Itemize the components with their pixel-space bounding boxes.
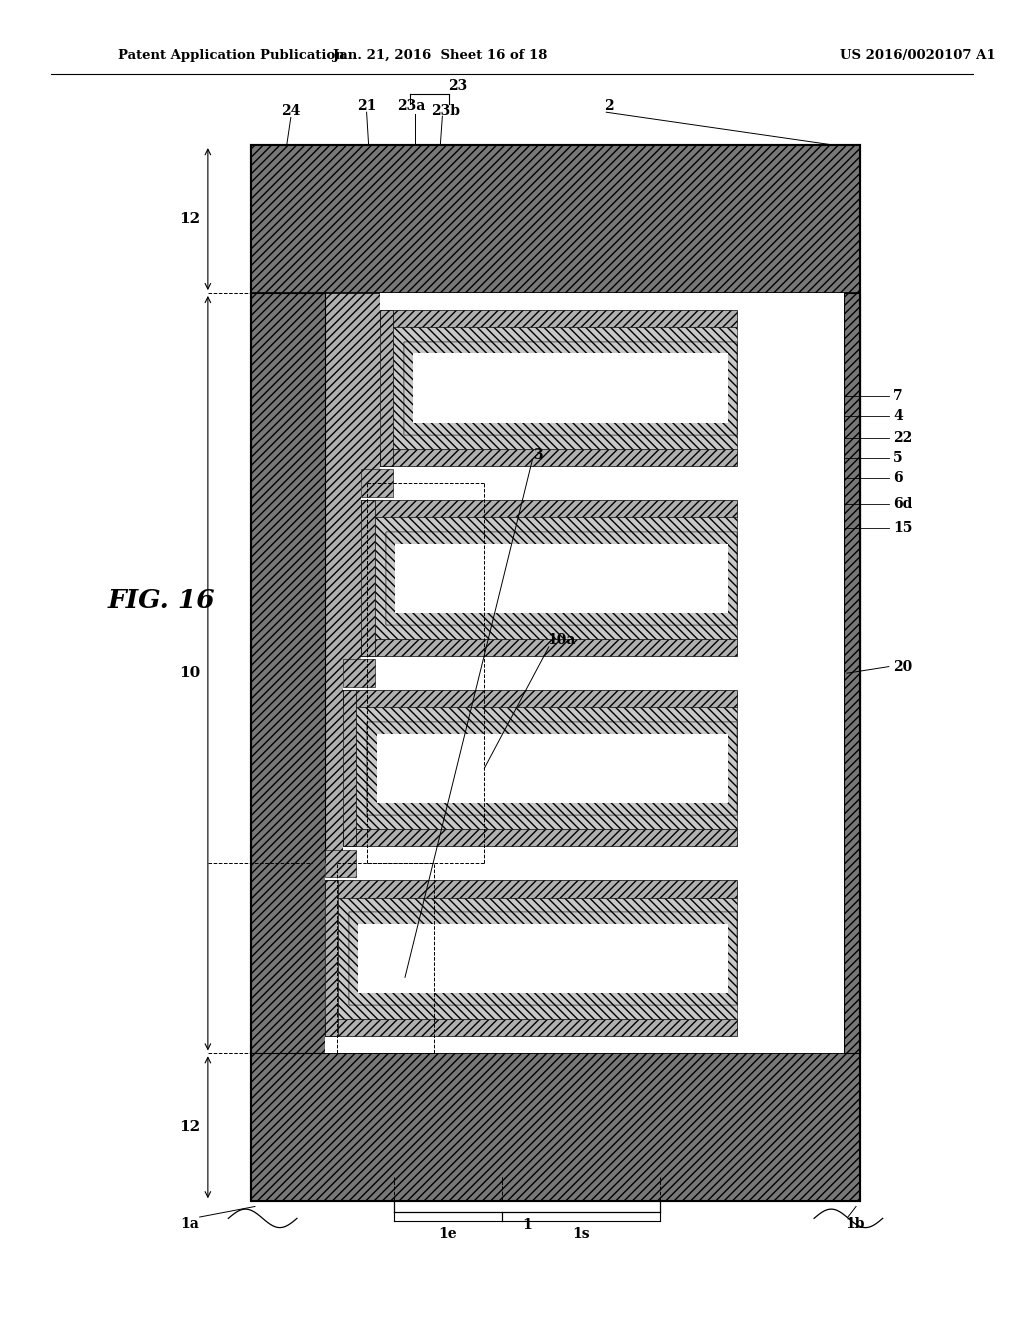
Bar: [325, 880, 338, 1036]
Bar: [386, 532, 737, 624]
Bar: [251, 145, 860, 293]
Bar: [251, 145, 860, 1201]
Bar: [380, 310, 737, 327]
Bar: [349, 912, 737, 1005]
Bar: [325, 863, 844, 1053]
Text: 2: 2: [604, 99, 614, 112]
Bar: [338, 898, 737, 1019]
Bar: [377, 734, 728, 803]
Bar: [844, 293, 860, 1053]
Bar: [356, 708, 737, 829]
Bar: [368, 722, 737, 814]
Text: 23b: 23b: [431, 104, 460, 117]
Text: 6: 6: [893, 471, 902, 484]
Bar: [251, 1053, 860, 1201]
Bar: [343, 690, 737, 708]
Text: 12: 12: [179, 213, 200, 226]
Bar: [368, 722, 737, 814]
Bar: [380, 293, 844, 483]
Bar: [325, 880, 737, 898]
Bar: [380, 310, 393, 466]
Bar: [343, 673, 844, 863]
Text: 3: 3: [532, 449, 543, 462]
Bar: [393, 327, 737, 449]
Text: 23: 23: [449, 79, 468, 92]
Text: Patent Application Publication: Patent Application Publication: [118, 49, 344, 62]
Bar: [251, 293, 325, 1053]
Text: 23a: 23a: [397, 99, 426, 112]
Text: 15: 15: [893, 521, 912, 535]
Text: 5: 5: [893, 451, 902, 465]
Text: Jan. 21, 2016  Sheet 16 of 18: Jan. 21, 2016 Sheet 16 of 18: [333, 49, 548, 62]
Bar: [343, 829, 737, 846]
Bar: [349, 912, 737, 1005]
Text: FIG. 16: FIG. 16: [108, 589, 216, 612]
Text: 12: 12: [179, 1121, 200, 1134]
Text: 10: 10: [179, 667, 200, 680]
Bar: [414, 354, 728, 422]
Bar: [375, 517, 737, 639]
Text: 6d: 6d: [893, 498, 912, 511]
Text: 22: 22: [893, 432, 912, 445]
Text: 20: 20: [893, 660, 912, 673]
Text: 1a: 1a: [180, 1217, 199, 1230]
Bar: [325, 850, 356, 876]
Bar: [404, 342, 737, 434]
Text: 1b: 1b: [845, 1217, 865, 1230]
Bar: [251, 145, 860, 1201]
Bar: [361, 483, 844, 673]
Bar: [361, 639, 737, 656]
Bar: [361, 500, 375, 656]
Text: 1: 1: [522, 1218, 532, 1232]
Bar: [395, 544, 728, 612]
Bar: [343, 660, 375, 686]
Bar: [380, 449, 737, 466]
Text: 21: 21: [357, 99, 376, 112]
Bar: [386, 532, 737, 624]
Bar: [404, 342, 737, 434]
Text: US 2016/0020107 A1: US 2016/0020107 A1: [840, 49, 995, 62]
Bar: [343, 690, 356, 846]
Text: 1s: 1s: [572, 1228, 590, 1241]
Text: 7: 7: [893, 389, 902, 403]
Bar: [325, 1019, 737, 1036]
Text: 24: 24: [282, 104, 300, 117]
Text: 10a: 10a: [547, 634, 575, 647]
Bar: [361, 470, 393, 496]
Bar: [358, 924, 728, 993]
Bar: [361, 500, 737, 517]
Text: 1e: 1e: [438, 1228, 458, 1241]
Text: 4: 4: [893, 409, 903, 422]
